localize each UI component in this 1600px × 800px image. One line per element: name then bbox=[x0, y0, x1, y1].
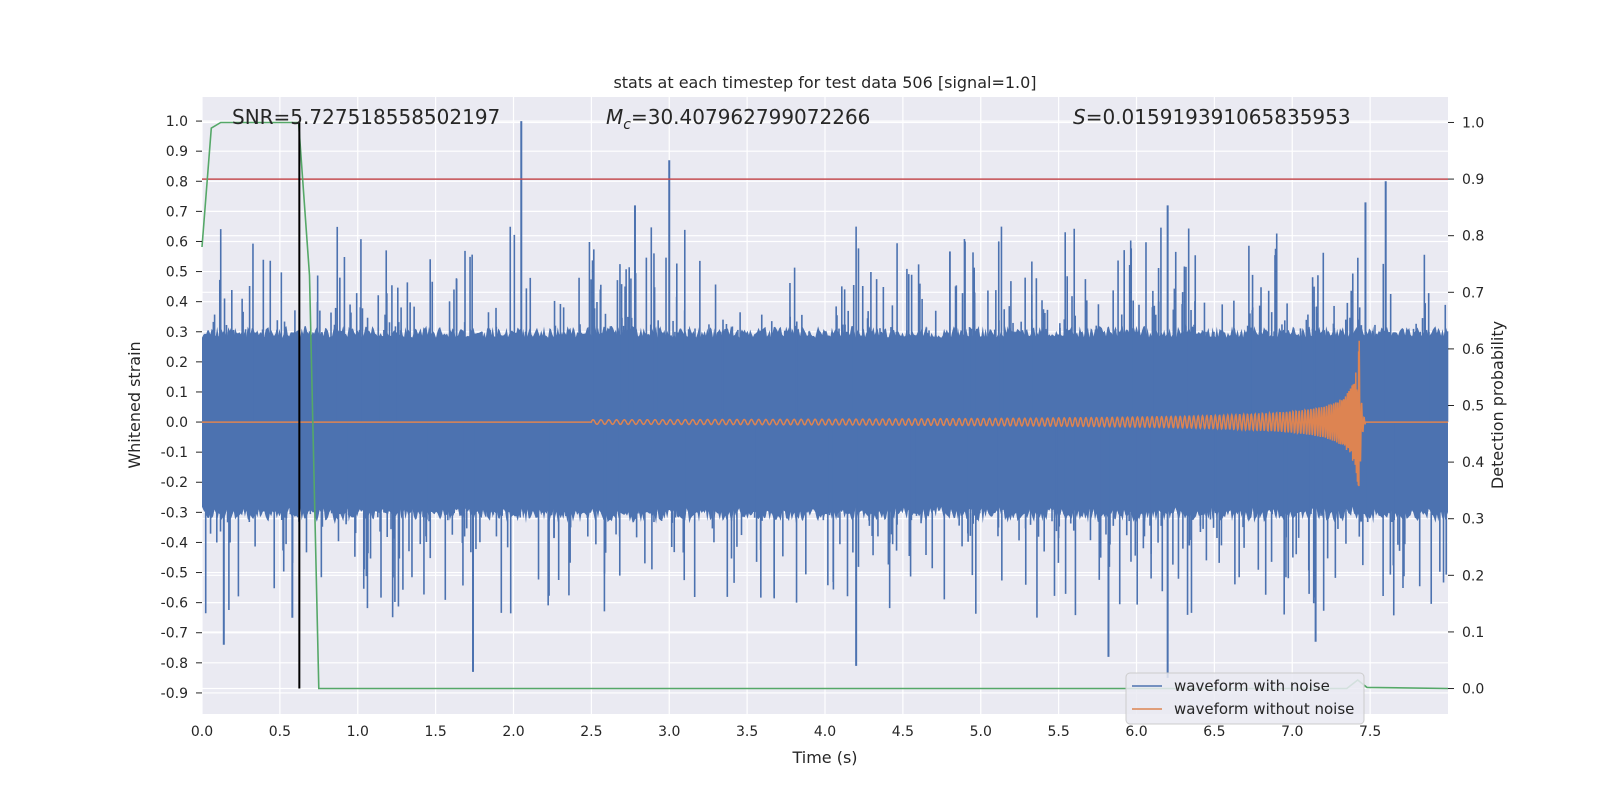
x-tick-label: 0.0 bbox=[191, 724, 213, 740]
x-tick-label: 4.0 bbox=[814, 724, 836, 740]
y-tick-label-right: 0.3 bbox=[1462, 512, 1484, 528]
x-tick-label: 6.0 bbox=[1125, 724, 1147, 740]
y-tick-label-left: 0.3 bbox=[166, 325, 188, 341]
x-ticks: 0.0 0.5 1.0 1.5 2.0 2.5 3.0 3.5 4.0 4.5 5.0 5.5 6.0 6… bbox=[191, 724, 1381, 740]
x-tick-label: 5.0 bbox=[970, 724, 992, 740]
x-tick-label: 1.0 bbox=[347, 724, 369, 740]
s-annotation: S=0.015919391065835953 bbox=[1073, 105, 1351, 129]
y-tick-label-left: 0.9 bbox=[166, 144, 188, 160]
y-tick-label-left: -0.5 bbox=[161, 566, 188, 582]
y-tick-label-left: 0.7 bbox=[166, 204, 188, 220]
y-tick-label-left: -0.7 bbox=[161, 626, 188, 642]
x-tick-label: 5.5 bbox=[1047, 724, 1069, 740]
y-ticks-left: 1.0 0.9 0.8 0.7 0.6 0.5 0.4 0.3 0.2 0.1 0.0 -0.1 -0.… bbox=[161, 114, 202, 702]
y-tick-label-left: 1.0 bbox=[166, 114, 188, 130]
y-tick-label-left: -0.6 bbox=[161, 596, 188, 612]
chart-title: stats at each timestep for test data 506… bbox=[613, 73, 1036, 92]
x-tick-label: 7.0 bbox=[1281, 724, 1303, 740]
y-tick-label-left: 0.4 bbox=[166, 295, 188, 311]
s-symbol: S bbox=[1073, 105, 1086, 129]
legend-label-noise: waveform with noise bbox=[1174, 677, 1330, 695]
y-tick-label-right: 0.0 bbox=[1462, 682, 1484, 698]
y-tick-label-right: 0.5 bbox=[1462, 399, 1484, 415]
noise-spikes bbox=[204, 121, 1449, 678]
y-tick-label-right: 0.8 bbox=[1462, 229, 1484, 245]
y-tick-label-right: 0.6 bbox=[1462, 342, 1484, 358]
y-tick-label-left: 0.0 bbox=[166, 415, 188, 431]
y-tick-label-left: -0.2 bbox=[161, 475, 188, 491]
x-tick-label: 3.5 bbox=[736, 724, 758, 740]
x-tick-label: 2.5 bbox=[580, 724, 602, 740]
y-tick-label-right: 0.4 bbox=[1462, 455, 1484, 471]
snr-annotation: SNR=5.727518558502197 bbox=[232, 105, 500, 129]
y-ticks-right: 1.0 0.9 0.8 0.7 0.6 0.5 0.4 0.3 0.2 0.1 0.0 bbox=[1448, 115, 1484, 698]
y-tick-label-right: 0.1 bbox=[1462, 625, 1484, 641]
clean-waveform-line bbox=[202, 340, 1448, 487]
y-tick-label-left: 0.2 bbox=[166, 355, 188, 371]
y-tick-label-right: 0.9 bbox=[1462, 172, 1484, 188]
y-axis-label-right: Detection probability bbox=[1488, 321, 1507, 489]
y-tick-label-left: 0.6 bbox=[166, 234, 188, 250]
chirp-mass-annotation: Mc=30.407962799072266 bbox=[606, 105, 870, 133]
x-tick-label: 1.5 bbox=[424, 724, 446, 740]
x-tick-label: 6.5 bbox=[1203, 724, 1225, 740]
y-tick-label-right: 0.7 bbox=[1462, 285, 1484, 301]
x-tick-label: 3.0 bbox=[658, 724, 680, 740]
x-axis-label: Time (s) bbox=[791, 748, 857, 767]
y-tick-label-left: -0.8 bbox=[161, 656, 188, 672]
y-tick-label-left: 0.8 bbox=[166, 174, 188, 190]
y-tick-label-left: 0.1 bbox=[166, 385, 188, 401]
y-tick-label-right: 1.0 bbox=[1462, 115, 1484, 131]
x-tick-label: 7.5 bbox=[1359, 724, 1381, 740]
x-tick-label: 4.5 bbox=[892, 724, 914, 740]
y-tick-label-left: -0.4 bbox=[161, 535, 188, 551]
legend-label-clean: waveform without noise bbox=[1174, 700, 1354, 718]
y-axis-label-left: Whitened strain bbox=[125, 341, 144, 468]
y-tick-label-left: 0.5 bbox=[166, 265, 188, 281]
plot-series bbox=[201, 121, 1449, 690]
chirp-mass-symbol: M bbox=[606, 105, 623, 129]
chirp-mass-subscript: c bbox=[623, 117, 631, 133]
chirp-mass-value: =30.407962799072266 bbox=[631, 105, 870, 129]
y-tick-label-left: -0.3 bbox=[161, 505, 188, 521]
y-tick-label-left: -0.1 bbox=[161, 445, 188, 461]
x-tick-label: 2.0 bbox=[502, 724, 524, 740]
legend-box bbox=[1125, 672, 1365, 725]
y-tick-label-left: -0.9 bbox=[161, 686, 188, 702]
legend: waveform with noise waveform without noi… bbox=[1125, 672, 1365, 725]
x-tick-label: 0.5 bbox=[269, 724, 291, 740]
y-tick-label-right: 0.2 bbox=[1462, 568, 1484, 584]
s-value: =0.015919391065835953 bbox=[1086, 105, 1351, 129]
